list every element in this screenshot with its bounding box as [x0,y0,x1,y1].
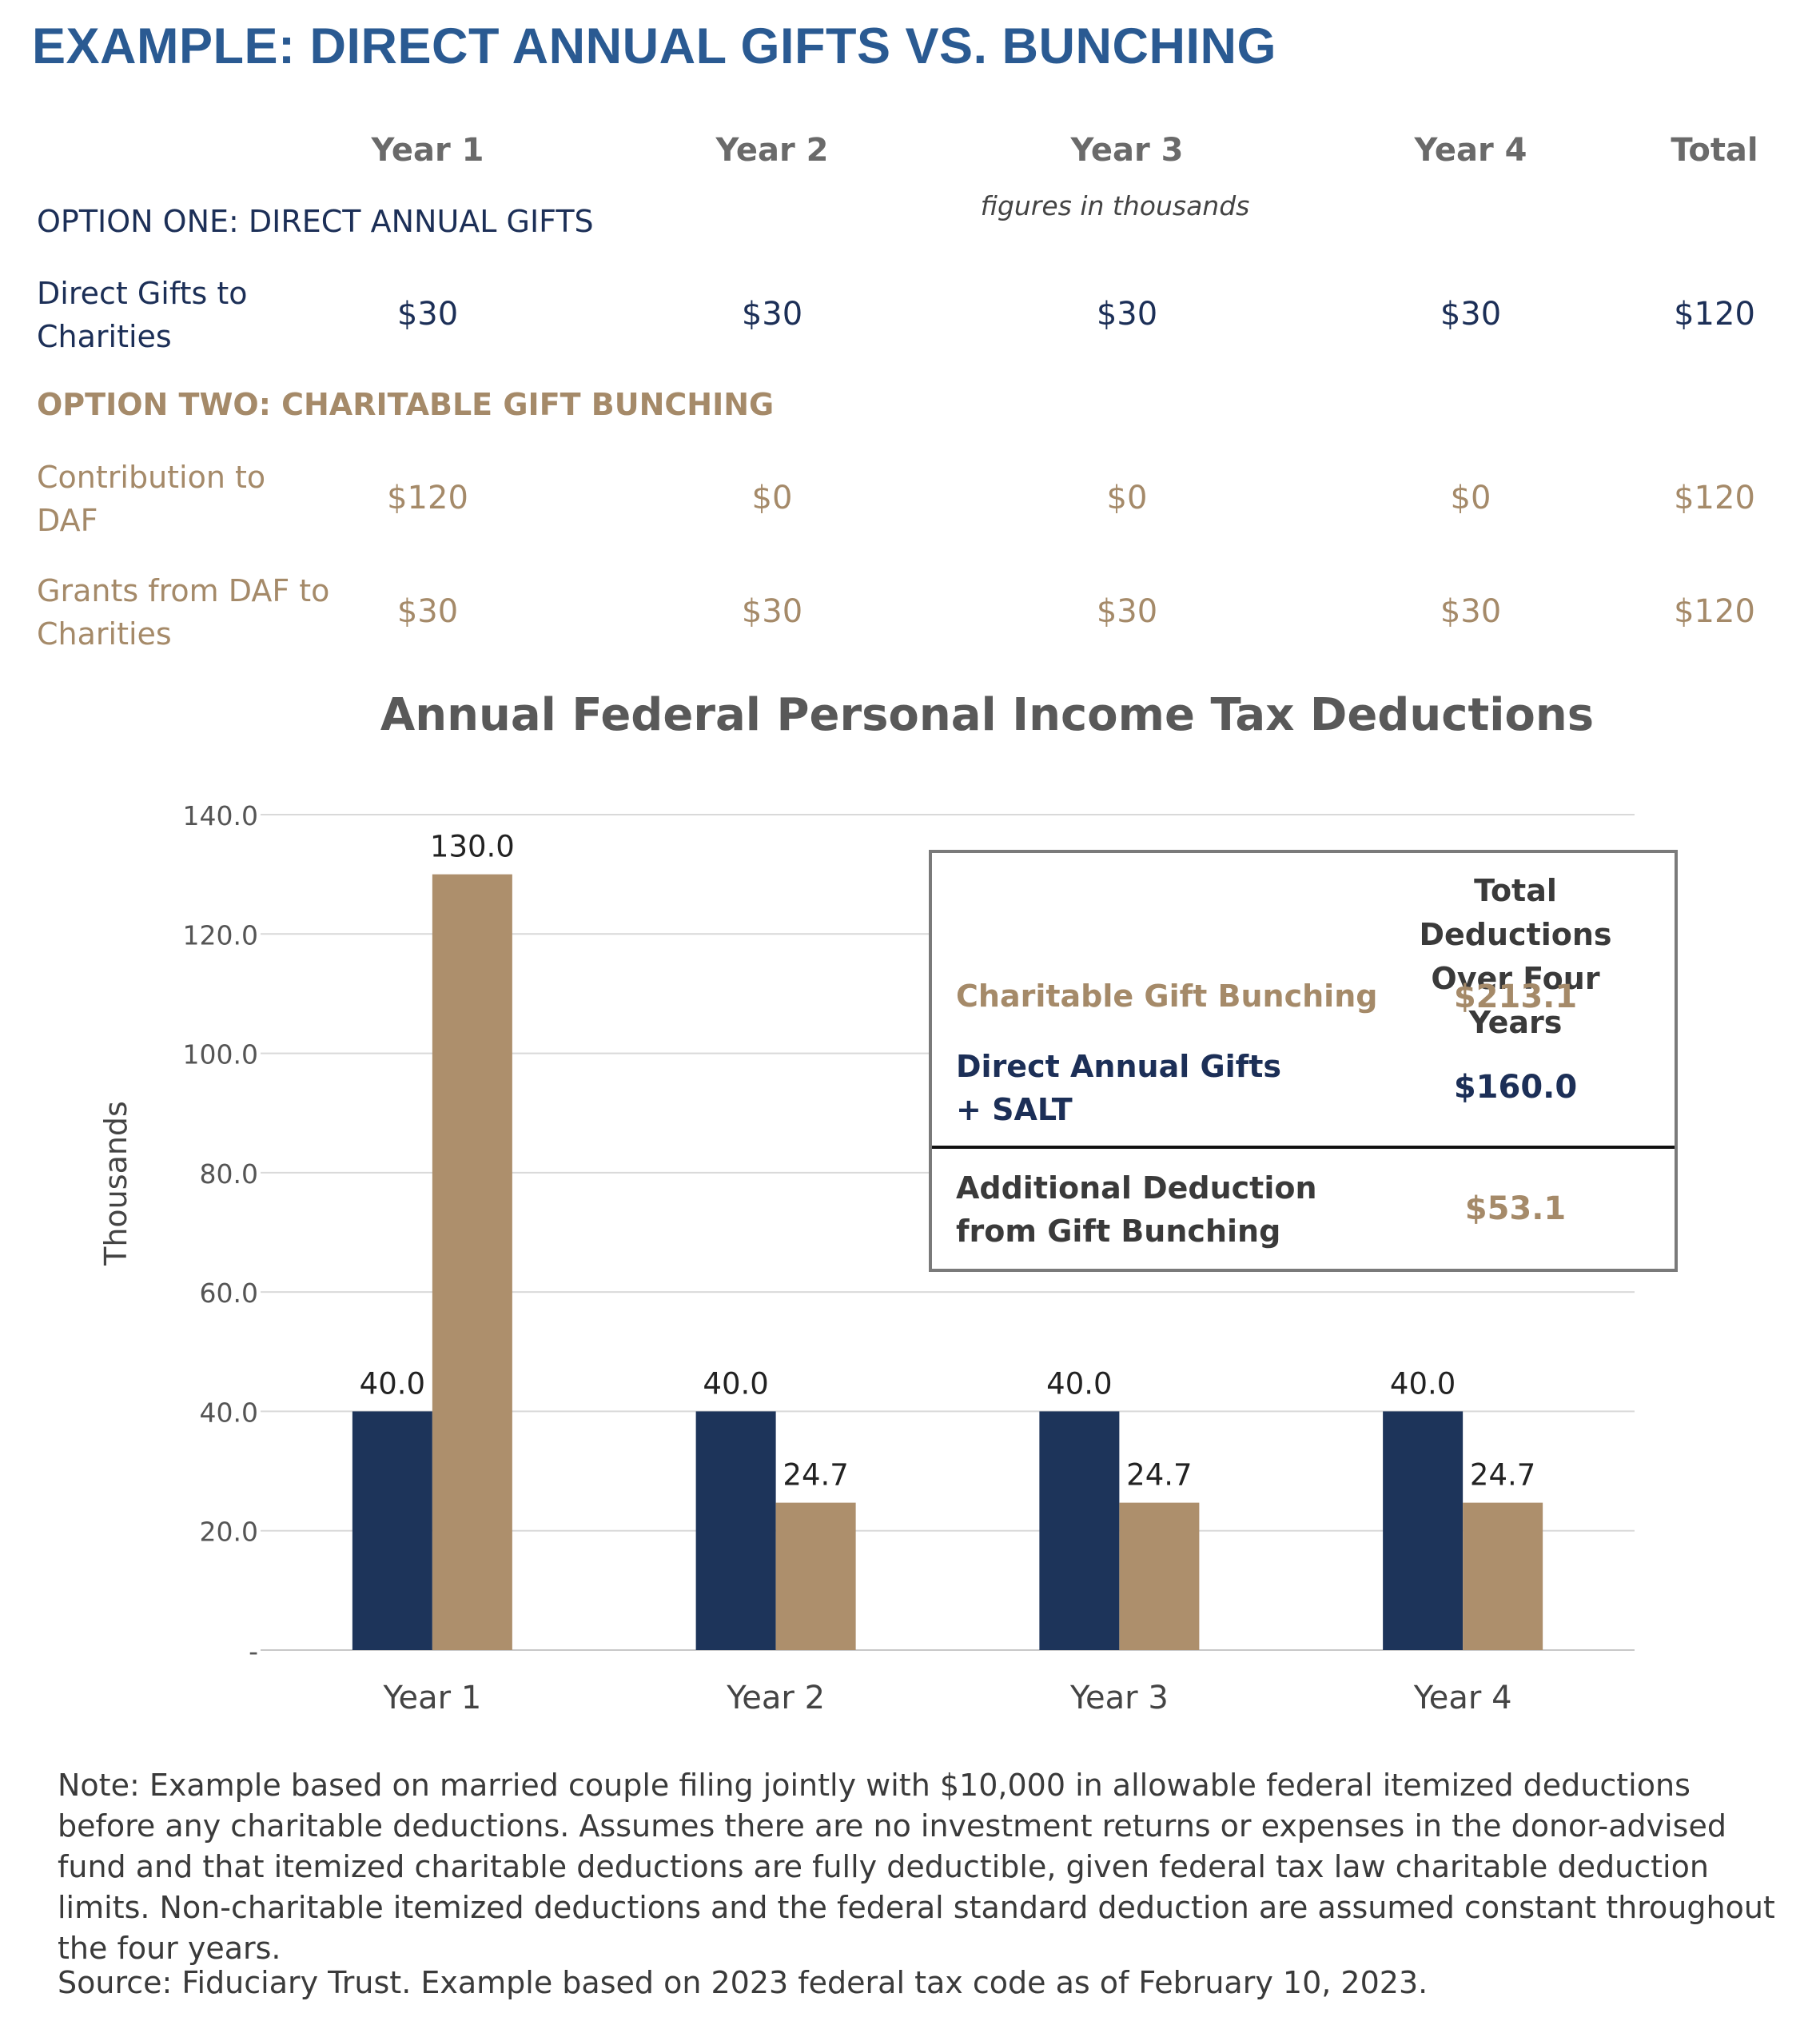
contribution-year-4: $0 [1450,480,1491,516]
direct-gifts-total: $120 [1674,296,1755,333]
option-two-title: OPTION TWO: CHARITABLE GIFT BUNCHING [37,387,775,422]
summary-label-bunching: Charitable Gift Bunching [956,979,1378,1014]
summary-value-bunching: $213.1 [1453,979,1578,1015]
column-header-year-4: Year 4 [1414,132,1527,169]
column-header-year-1: Year 1 [371,132,484,169]
bar [695,1411,776,1650]
contribution-year-1: $120 [387,480,468,516]
footnote: Note: Example based on married couple fi… [58,1768,1775,1966]
y-tick-label: 20.0 [200,1517,258,1548]
direct-gifts-year-2: $30 [741,296,803,333]
grants-year-4: $30 [1440,593,1502,630]
summary-box: Total Deductions Over Four Years Charita… [929,850,1678,1272]
data-label: 130.0 [430,830,515,864]
bar [1039,1411,1120,1650]
y-tick-label: - [249,1636,258,1667]
x-tick-label: Year 4 [1413,1680,1512,1716]
data-label: 40.0 [703,1366,768,1401]
summary-header: Total Deductions Over Four Years [1419,873,1612,1040]
row-label-direct-gifts: Direct Gifts to Charities [37,276,248,354]
column-header-year-3: Year 3 [1070,132,1184,169]
data-label: 24.7 [1470,1458,1535,1493]
contribution-year-3: $0 [1106,480,1148,516]
direct-gifts-year-3: $30 [1096,296,1158,333]
column-header-year-2: Year 2 [715,132,829,169]
x-tick-label: Year 2 [726,1680,825,1716]
y-tick-label: 140.0 [183,800,258,831]
summary-value-additional: $53.1 [1464,1190,1567,1227]
source-note: Source: Fiduciary Trust. Example based o… [58,1965,1428,2000]
bar [1119,1502,1200,1650]
y-tick-label: 80.0 [200,1158,258,1190]
y-tick-label: 40.0 [200,1397,258,1428]
row-label-grants-daf: Grants from DAF to Charities [37,573,330,652]
y-tick-label: 120.0 [183,919,258,951]
chart-title: Annual Federal Personal Income Tax Deduc… [380,689,1595,741]
y-axis-label: Thousands [98,1101,133,1266]
grants-total: $120 [1674,593,1755,630]
grants-year-1: $30 [396,593,459,630]
summary-divider [932,1146,1675,1149]
bar [1463,1502,1543,1650]
bar [352,1411,432,1650]
x-tick-label: Year 1 [382,1680,481,1716]
direct-gifts-year-4: $30 [1440,296,1502,333]
summary-label-additional: Additional Deduction from Gift Bunching [956,1170,1317,1249]
contribution-total: $120 [1674,480,1755,516]
bar [432,874,512,1650]
labels: - 20.0 40.0 60.0 80.0 100.0 120.0 140.0 40.0 130.… [183,800,1536,1716]
column-header-total: Total [1671,132,1758,169]
data-label: 40.0 [1046,1366,1112,1401]
page-heading: EXAMPLE: DIRECT ANNUAL GIFTS VS. BUNCHIN… [32,18,1277,74]
data-label: 40.0 [360,1366,425,1401]
contribution-year-2: $0 [751,480,793,516]
figures-note: figures in thousands [980,190,1250,221]
y-tick-label: 60.0 [200,1278,258,1309]
bar [1383,1411,1464,1650]
row-label-contribution-daf: Contribution to DAF [37,460,266,538]
bars [352,874,1543,1650]
y-tick-label: 100.0 [183,1039,258,1070]
bar [775,1502,856,1650]
option-one-title: OPTION ONE: DIRECT ANNUAL GIFTS [37,204,594,239]
x-tick-label: Year 3 [1069,1680,1169,1716]
summary-label-direct: Direct Annual Gifts + SALT [956,1049,1281,1127]
data-label: 40.0 [1390,1366,1456,1401]
data-label: 24.7 [783,1458,848,1493]
grants-year-2: $30 [741,593,803,630]
data-label: 24.7 [1126,1458,1192,1493]
grants-year-3: $30 [1096,593,1158,630]
direct-gifts-year-1: $30 [396,296,459,333]
summary-value-direct: $160.0 [1453,1069,1578,1106]
